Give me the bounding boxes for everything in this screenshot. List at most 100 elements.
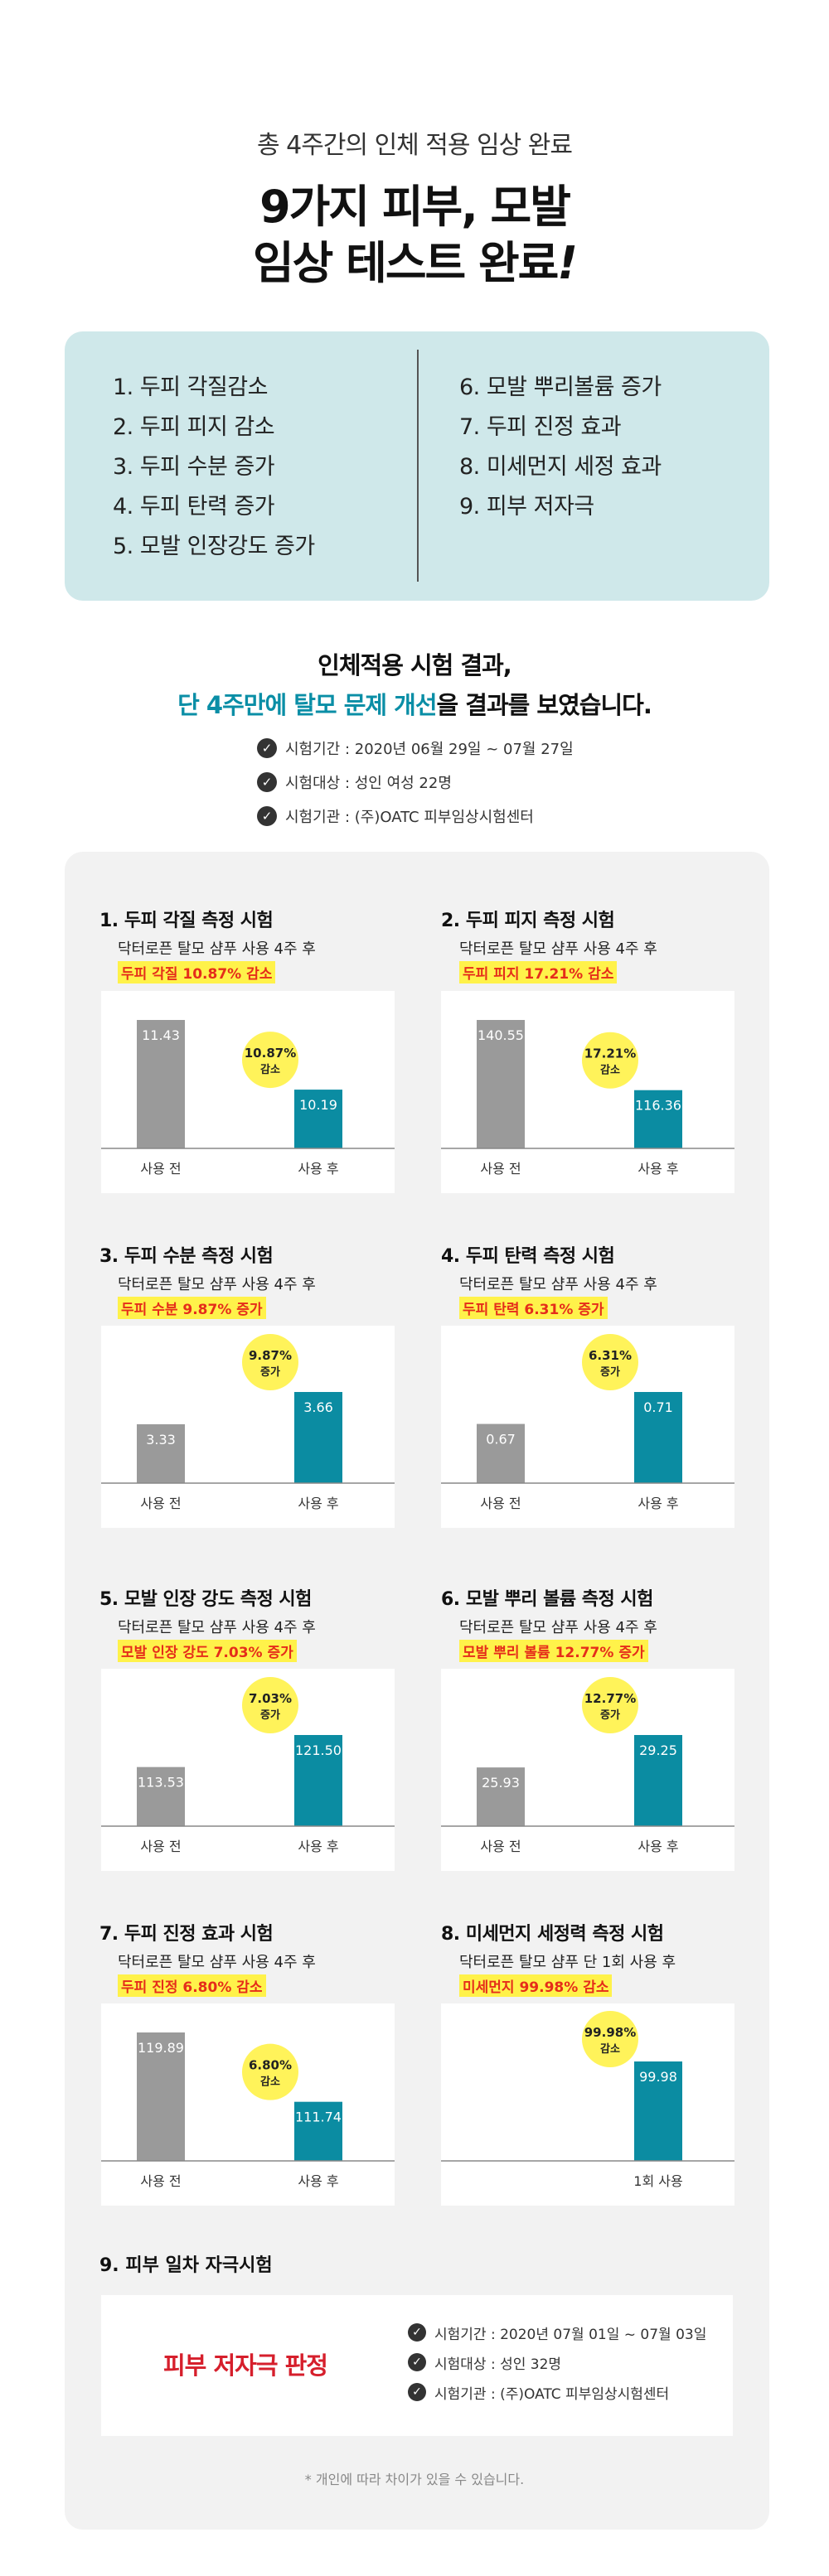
hero: 총 4주간의 인체 적용 임상 완료 9가지 피부, 모발 임상 테스트 완료!: [0, 124, 829, 291]
test-list-item: 4. 두피 탄력 증가: [113, 494, 275, 520]
chart-card-7: 119.89 사용 전 111.74 사용 후 6.80% 감소: [101, 2003, 395, 2206]
hero-subtitle: 총 4주간의 인체 적용 임상 완료: [257, 131, 573, 160]
test-list-left: 1. 두피 각질감소 2. 두피 피지 감소 3. 두피 수분 증가 4. 두피…: [113, 368, 315, 567]
trial-info-text: 시험대상 : 성인 32명: [434, 2356, 562, 2373]
bar-chart: 11.43 사용 전 10.19 사용 후 10.87% 감소: [101, 1020, 395, 1177]
badge-percent: 10.87%: [245, 1046, 296, 1061]
bar: [137, 1020, 185, 1148]
badge-word: 증가: [600, 1366, 620, 1379]
bar-chart: 0.67 사용 전 0.71 사용 후 6.31% 증가: [441, 1334, 734, 1511]
bar-value-label: 119.89: [138, 2040, 184, 2056]
test-8-header: 8. 미세먼지 세정력 측정 시험 닥터로픈 탈모 샴푸 단 1회 사용 후 미…: [441, 1919, 756, 1997]
bar-chart: 99.98 1회 사용 99.98% 감소: [441, 2011, 734, 2189]
test-highlight: 미세먼지 99.98% 감소: [459, 1974, 613, 1997]
check-circle-icon: ✓: [257, 738, 277, 758]
badge-bubble: [582, 2011, 638, 2067]
chart-card-6: 25.93 사용 전 29.25 사용 후 12.77% 증가: [441, 1669, 734, 1871]
x-tick-label: 사용 후: [298, 2173, 338, 2189]
badge-bubble: [582, 1032, 638, 1089]
test-highlight: 모발 뿌리 볼륨 12.77% 증가: [459, 1640, 648, 1662]
test-title: 8. 미세먼지 세정력 측정 시험: [441, 1924, 664, 1945]
test-title: 6. 모발 뿌리 볼륨 측정 시험: [441, 1589, 653, 1610]
bar-chart: 3.33 사용 전 3.66 사용 후 9.87% 증가: [101, 1334, 395, 1511]
bar-value-label: 0.67: [486, 1432, 516, 1447]
bar-chart: 25.93 사용 전 29.25 사용 후 12.77% 증가: [441, 1677, 734, 1854]
test-subtitle: 닥터로픈 탈모 샴푸 사용 4주 후: [459, 1619, 657, 1636]
trial-info-text: 시험기간 : 2020년 07월 01일 ~ 07월 03일: [434, 2326, 707, 2343]
hero-title-line1: 9가지 피부, 모발: [259, 181, 571, 233]
test-list-box: 1. 두피 각질감소 2. 두피 피지 감소 3. 두피 수분 증가 4. 두피…: [65, 331, 769, 601]
test-subtitle: 닥터로픈 탈모 샴푸 단 1회 사용 후: [459, 1954, 676, 1971]
bar: [634, 1392, 682, 1483]
trial-info-text: 시험기관 : (주)OATC 피부임상시험센터: [434, 2385, 670, 2403]
trial-info: ✓ 시험기간 : 2020년 06월 29일 ~ 07월 27일 ✓ 시험대상 : …: [257, 733, 574, 835]
badge-bubble: [242, 2043, 298, 2100]
hero-title-mark: !: [557, 236, 578, 289]
bar-chart: 113.53 사용 전 121.50 사용 후 7.03% 증가: [101, 1677, 395, 1854]
trial-info-item: ✓ 시험기관 : (주)OATC 피부임상시험센터: [408, 2378, 706, 2406]
bar-chart: 119.89 사용 전 111.74 사용 후 6.80% 감소: [101, 2032, 395, 2189]
badge-word: 감소: [260, 1064, 280, 1076]
test-title: 7. 두피 진정 효과 시험: [99, 1924, 274, 1945]
test-highlight: 두피 수분 9.87% 증가: [118, 1297, 266, 1319]
test-list-item: 8. 미세먼지 세정 효과: [459, 454, 662, 480]
x-tick-label: 사용 전: [480, 1496, 521, 1511]
test-list-item: 6. 모발 뿌리볼륨 증가: [459, 375, 662, 400]
test-subtitle: 닥터로픈 탈모 샴푸 사용 4주 후: [459, 1276, 657, 1293]
test-list-right: 6. 모발 뿌리볼륨 증가 7. 두피 진정 효과 8. 미세먼지 세정 효과 …: [459, 368, 662, 527]
test-highlight: 두피 진정 6.80% 감소: [118, 1974, 266, 1997]
bar-value-label: 29.25: [639, 1742, 677, 1758]
chart-card-8: 99.98 1회 사용 99.98% 감소: [441, 2003, 734, 2206]
test-highlight: 두피 피지 17.21% 감소: [459, 961, 618, 984]
test-title: 3. 두피 수분 측정 시험: [99, 1246, 274, 1267]
bar: [294, 1392, 342, 1483]
badge-bubble: [242, 1032, 298, 1089]
bar: [137, 2032, 185, 2161]
test-4-header: 4. 두피 탄력 측정 시험 닥터로픈 탈모 샴푸 사용 4주 후 두피 탄력 …: [441, 1241, 756, 1319]
bar: [634, 1735, 682, 1826]
trial-info-item: ✓ 시험기간 : 2020년 06월 29일 ~ 07월 27일: [257, 733, 574, 763]
bar-value-label: 121.50: [295, 1742, 342, 1758]
x-tick-label: 사용 후: [298, 1496, 338, 1511]
trial-info-text: 시험대상 : 성인 여성 22명: [285, 775, 452, 792]
trial-info-text: 시험기관 : (주)OATC 피부임상시험센터: [285, 809, 534, 826]
test-list-item: 2. 두피 피지 감소: [113, 414, 275, 440]
test-list-item: 7. 두피 진정 효과: [459, 414, 622, 440]
bar-value-label: 3.33: [146, 1432, 176, 1447]
chart-card-1: 11.43 사용 전 10.19 사용 후 10.87% 감소: [101, 991, 395, 1193]
chart-card-3: 3.33 사용 전 3.66 사용 후 9.87% 증가: [101, 1326, 395, 1528]
x-tick-label: 사용 후: [638, 1161, 678, 1177]
skin-irritation-info: ✓ 시험기간 : 2020년 07월 01일 ~ 07월 03일 ✓ 시험대상 : …: [408, 2318, 706, 2408]
trial-info-item: ✓ 시험대상 : 성인 여성 22명: [257, 767, 574, 797]
skin-irritation-title: 9. 피부 일차 자극시험: [99, 2255, 273, 2276]
test-1-header: 1. 두피 각질 측정 시험 닥터로픈 탈모 샴푸 사용 4주 후 두피 각질 …: [99, 906, 414, 984]
test-list-item: 5. 모발 인장강도 증가: [113, 534, 315, 559]
bar: [477, 1767, 525, 1826]
badge-percent: 6.80%: [249, 2058, 292, 2073]
test-7-header: 7. 두피 진정 효과 시험 닥터로픈 탈모 샴푸 사용 4주 후 두피 진정 …: [99, 1919, 414, 1997]
badge-percent: 99.98%: [584, 2025, 636, 2040]
results-heading: 인체적용 시험 결과, 단 4주만에 탈모 문제 개선을 결과를 보였습니다.: [0, 646, 829, 721]
test-2-header: 2. 두피 피지 측정 시험 닥터로픈 탈모 샴푸 사용 4주 후 두피 피지 …: [441, 906, 756, 984]
bar-value-label: 111.74: [295, 2110, 342, 2125]
bar: [137, 1423, 185, 1483]
bar: [477, 1020, 525, 1148]
x-tick-label: 사용 전: [480, 1161, 521, 1177]
bar: [477, 1423, 525, 1483]
x-tick-label: 사용 전: [140, 2173, 181, 2189]
skin-irritation-card: 피부 저자극 판정 ✓ 시험기간 : 2020년 07월 01일 ~ 07월 03…: [101, 2295, 733, 2436]
trial-info-text: 시험기간 : 2020년 06월 29일 ~ 07월 27일: [285, 741, 574, 758]
disclaimer-footnote: * 개인에 따라 차이가 있을 수 있습니다.: [304, 2472, 525, 2487]
list-divider: [417, 350, 419, 582]
badge-bubble: [582, 1677, 638, 1733]
badge-word: 감소: [260, 2076, 280, 2089]
badge-percent: 7.03%: [249, 1691, 292, 1706]
check-circle-icon: ✓: [408, 2353, 426, 2371]
results-line2: 단 4주만에 탈모 문제 개선을 결과를 보였습니다.: [0, 686, 829, 721]
x-tick-label: 사용 전: [140, 1161, 181, 1177]
test-subtitle: 닥터로픈 탈모 샴푸 사용 4주 후: [118, 940, 316, 958]
badge-bubble: [242, 1334, 298, 1390]
results-line1: 인체적용 시험 결과,: [318, 651, 512, 679]
chart-card-5: 113.53 사용 전 121.50 사용 후 7.03% 증가: [101, 1669, 395, 1871]
bar-value-label: 25.93: [482, 1775, 520, 1791]
